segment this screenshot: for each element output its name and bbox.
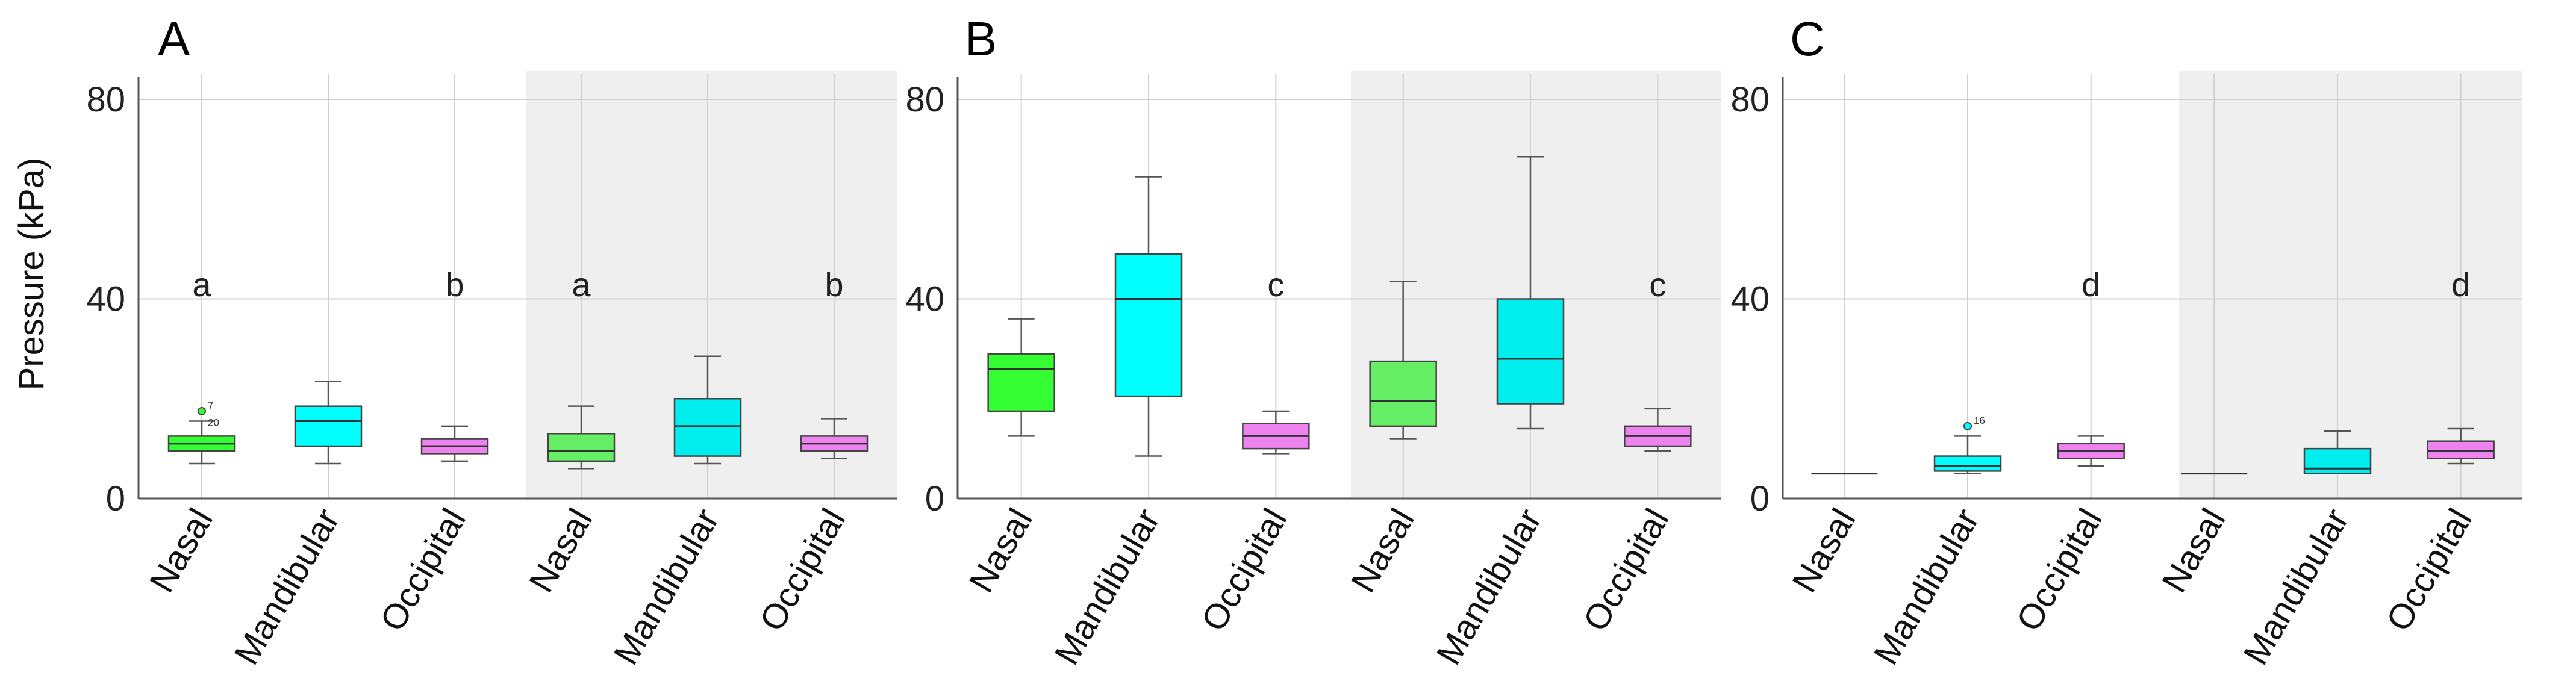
- box-1: 7 20 a: [167, 266, 236, 465]
- panel-title: C: [1790, 12, 1825, 66]
- y-tick-label: 80: [86, 80, 125, 119]
- y-tick-label: 40: [905, 280, 944, 319]
- significance-letter: b: [825, 266, 843, 303]
- y-tick-label: 0: [925, 479, 944, 518]
- box-iqr: [1496, 298, 1565, 405]
- outlier-point: [1963, 421, 1972, 430]
- outlier-label: 7: [208, 400, 213, 411]
- panel-title: B: [965, 12, 997, 66]
- significance-letter: b: [445, 266, 464, 303]
- box-iqr: [2427, 440, 2495, 459]
- x-tick-label: Mandibular: [1429, 502, 1549, 671]
- significance-letter: d: [2451, 266, 2470, 303]
- outlier-label: 16: [1974, 415, 1985, 426]
- box-iqr: [547, 433, 616, 462]
- shaded-region: [2179, 71, 2522, 499]
- x-tick-label: Nasal: [2154, 502, 2233, 599]
- significance-letter: c: [1649, 266, 1666, 303]
- y-tick-label: 80: [905, 80, 944, 119]
- y-tick-label: 40: [86, 280, 125, 319]
- y-tick-label: 0: [106, 479, 125, 518]
- box-2: [294, 380, 363, 465]
- x-tick-label: Nasal: [1343, 502, 1421, 599]
- box-1: [987, 318, 1055, 437]
- significance-letter: a: [572, 266, 591, 303]
- box-iqr: [294, 405, 363, 447]
- box-6: d: [2427, 266, 2495, 465]
- significance-letter: d: [2082, 266, 2100, 303]
- y-axis-title: Pressure (kPa): [12, 158, 51, 391]
- box-4: [1369, 281, 1437, 440]
- box-5: [2303, 430, 2372, 474]
- box-iqr: [1114, 253, 1183, 397]
- x-tick-label: Mandibular: [2236, 502, 2356, 671]
- significance-letter: c: [1267, 266, 1284, 303]
- box-iqr: [673, 398, 742, 457]
- box-3: d: [2057, 266, 2125, 467]
- y-tick-label: 0: [1750, 479, 1770, 518]
- x-tick-label: Occipital: [752, 502, 853, 638]
- x-tick-label: Occipital: [2378, 502, 2479, 638]
- box-5: [1496, 156, 1565, 430]
- box-iqr: [1933, 455, 2002, 472]
- x-tick-label: Nasal: [961, 502, 1040, 599]
- box-5: [673, 355, 742, 465]
- box-2: 16: [1933, 415, 2002, 474]
- box-2: [1114, 176, 1183, 457]
- significance-letter: a: [192, 266, 211, 303]
- x-tick-label: Occipital: [1576, 502, 1676, 638]
- box-iqr: [1369, 360, 1437, 427]
- box-4: a: [547, 266, 616, 470]
- x-tick-label: Mandibular: [1866, 502, 1986, 671]
- box-6: b: [800, 266, 869, 459]
- x-tick-label: Occipital: [2009, 502, 2109, 638]
- box-3: c: [1242, 266, 1310, 455]
- y-tick-label: 80: [1730, 80, 1770, 119]
- x-tick-label: Mandibular: [226, 502, 347, 671]
- box-iqr: [987, 353, 1055, 412]
- panel-title: A: [158, 12, 190, 66]
- x-tick-label: Nasal: [1785, 502, 1863, 599]
- x-tick-label: Nasal: [522, 502, 600, 599]
- x-tick-label: Nasal: [142, 502, 220, 599]
- x-tick-label: Occipital: [373, 502, 473, 638]
- x-tick-label: Mandibular: [606, 502, 726, 671]
- outlier-label: 20: [208, 417, 219, 429]
- box-iqr: [2303, 447, 2372, 474]
- outlier-point: [198, 406, 206, 415]
- box-6: c: [1624, 266, 1692, 452]
- x-tick-label: Occipital: [1194, 502, 1294, 638]
- box-3: b: [420, 266, 489, 462]
- y-tick-label: 40: [1730, 280, 1770, 319]
- x-tick-label: Mandibular: [1047, 502, 1167, 671]
